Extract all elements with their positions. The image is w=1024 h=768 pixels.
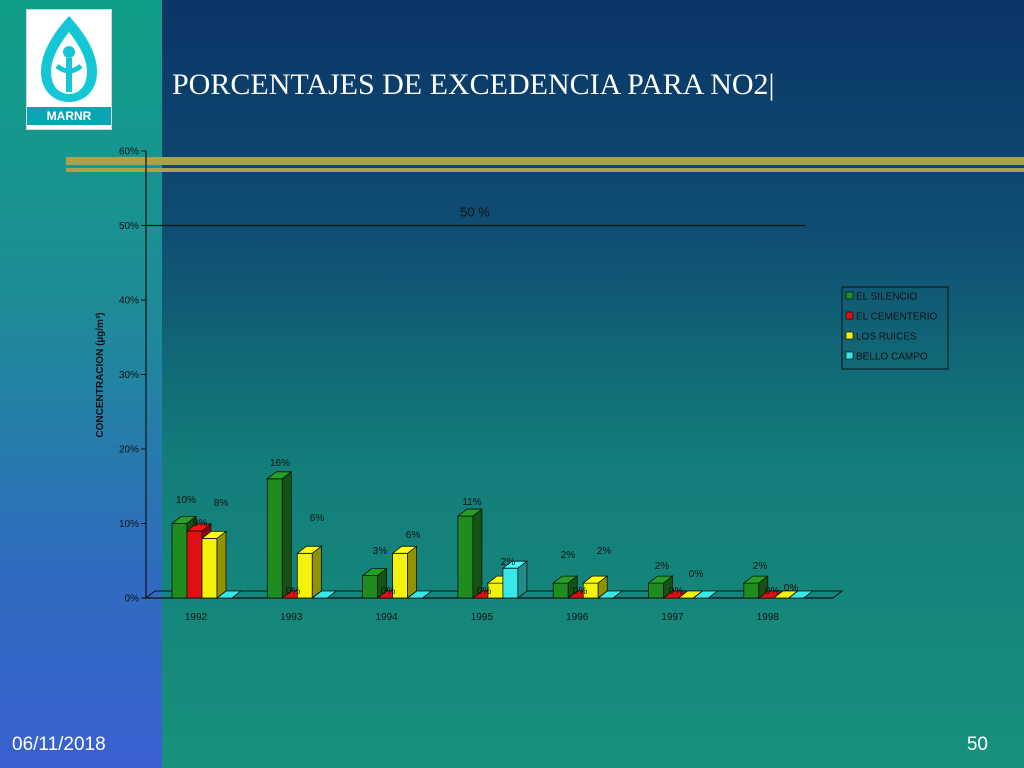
title-rule-thin (66, 168, 1024, 172)
bar-el-silencio-1995-side (472, 508, 483, 599)
title-rule-thick (66, 157, 1024, 165)
legend-swatch (845, 351, 854, 360)
footer-date: 06/11/2018 (12, 734, 106, 755)
x-tick-label: 1993 (280, 612, 303, 623)
data-label-los-ruices: 2% (597, 546, 612, 557)
bar-bello-campo-1997 (692, 590, 719, 599)
data-label-el-cementerio: 0% (669, 586, 684, 597)
data-label-el-cementerio: 0% (381, 586, 396, 597)
x-tick-label: 1998 (757, 612, 780, 623)
logo-text: MARNR (27, 107, 111, 125)
y-tick-label: 50% (119, 221, 139, 232)
y-tick-label: 20% (119, 445, 139, 456)
bar-los-ruices-1993-side (311, 545, 322, 599)
bar-bello-campo-1996 (597, 590, 624, 599)
y-tick-label: 10% (119, 519, 139, 530)
legend-label: LOS RUICES (856, 332, 917, 343)
data-label-los-ruices: 8% (214, 498, 229, 509)
bar-el-silencio-1992 (171, 523, 188, 599)
bar-el-silencio-1995 (457, 515, 474, 599)
marnr-logo: MARNR (26, 9, 112, 130)
data-label-el-cementerio: 0% (573, 586, 588, 597)
bar-los-ruices-1992-side (216, 530, 227, 599)
data-label-los-ruices: 6% (310, 513, 325, 524)
x-tick-label: 1992 (185, 612, 208, 623)
data-label-el-cementerio: 0% (286, 586, 301, 597)
x-tick-label: 1994 (375, 612, 398, 623)
y-tick-label: 60% (119, 147, 139, 158)
bar-el-silencio-1997 (648, 582, 664, 599)
data-label-el-cementerio: 0% (477, 586, 492, 597)
bar-bello-campo-1994 (406, 590, 433, 599)
data-label-el-silencio: 10% (176, 495, 196, 506)
legend-box (841, 286, 949, 370)
x-tick-label: 1997 (661, 612, 684, 623)
legend-swatch (845, 331, 854, 340)
bar-bello-campo-1993 (311, 590, 338, 599)
data-label-el-cementerio: 9% (193, 518, 208, 529)
bar-el-silencio-1994 (362, 575, 379, 599)
data-label-el-silencio: 11% (462, 497, 481, 508)
marnr-logo-icon (41, 16, 97, 102)
bar-bello-campo-1995 (502, 567, 519, 599)
bar-el-silencio-1996 (552, 582, 569, 599)
bar-bello-campo-1995-side (517, 560, 528, 599)
data-label-el-silencio: 16% (270, 458, 290, 469)
reference-line-label: 50 % (460, 205, 490, 220)
data-label-el-cementerio: 0% (765, 586, 780, 597)
footer-page-number: 50 (966, 734, 988, 755)
legend-label: EL SILENCIO (856, 292, 918, 303)
legend-label: EL CEMENTERIO (856, 312, 938, 323)
data-label-el-silencio: 2% (561, 550, 576, 561)
y-tick-label: 40% (119, 296, 139, 307)
y-tick-label: 30% (119, 370, 139, 381)
data-label-el-silencio: 3% (373, 546, 388, 557)
bar-el-cementerio-1992 (186, 530, 203, 599)
bar-bello-campo-1998 (787, 590, 814, 599)
y-axis-title: CONCENTRACION (µg/m³) (95, 312, 106, 437)
bar-el-silencio-1998 (743, 582, 760, 599)
data-label-los-ruices: 0% (784, 583, 799, 594)
data-label-los-ruices: 0% (689, 569, 704, 580)
x-tick-label: 1996 (566, 612, 589, 623)
legend-label: BELLO CAMPO (856, 352, 928, 363)
slide-title: PORCENTAJES DE EXCEDENCIA PARA NO2| (172, 68, 775, 101)
data-label-los-ruices: 2% (501, 557, 516, 568)
x-tick-label: 1995 (471, 612, 494, 623)
data-label-el-silencio: 2% (753, 561, 768, 572)
data-label-los-ruices: 6% (406, 530, 421, 541)
data-label-el-silencio: 2% (655, 561, 670, 572)
y-tick-label: 0% (125, 594, 140, 605)
legend-swatch (845, 291, 854, 300)
bar-el-silencio-1993 (266, 478, 283, 599)
bar-los-ruices-1992 (201, 538, 218, 599)
bar-bello-campo-1992 (215, 590, 243, 599)
bar-el-silencio-1993-side (281, 470, 292, 599)
bar-los-ruices-1994-side (407, 545, 418, 599)
legend-swatch (845, 311, 854, 320)
